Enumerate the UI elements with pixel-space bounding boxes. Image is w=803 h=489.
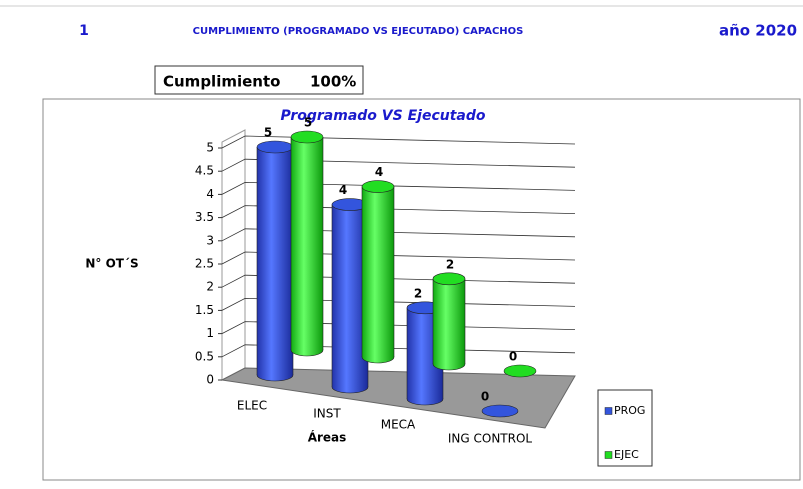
y-tick-label: 5 xyxy=(206,141,214,155)
data-label: 4 xyxy=(375,165,383,179)
bar xyxy=(432,272,466,371)
bar-body xyxy=(257,147,293,375)
y-tick-label: 1.5 xyxy=(195,303,214,317)
kpi-box xyxy=(154,65,364,95)
bar-body xyxy=(433,278,465,364)
bar-top xyxy=(503,364,537,378)
legend-swatch xyxy=(604,451,613,459)
bar-top xyxy=(481,404,519,418)
bar xyxy=(361,180,395,364)
sheet-title: CUMPLIMIENTO (PROGRAMADO VS EJECUTADO) C… xyxy=(193,26,524,37)
grid-line xyxy=(221,135,576,149)
bar xyxy=(256,140,294,382)
y-tick-label: 0 xyxy=(206,373,214,387)
bar xyxy=(503,364,537,378)
y-tick-label: 2.5 xyxy=(195,257,214,271)
data-label: 0 xyxy=(509,350,517,364)
legend-label: EJEC xyxy=(614,448,639,461)
y-tick-label: 1 xyxy=(206,326,214,340)
x-tick-label: ING CONTROL xyxy=(448,432,533,446)
grid-line xyxy=(221,158,576,172)
grid-line xyxy=(221,251,576,265)
y-tick-label: 4 xyxy=(206,187,214,201)
bar-top xyxy=(432,272,466,286)
data-label: 5 xyxy=(304,116,312,130)
grid-line xyxy=(221,228,576,242)
y-tick-label: 4.5 xyxy=(195,164,214,178)
y-tick-label: 3 xyxy=(206,233,214,247)
data-label: 2 xyxy=(414,286,422,300)
y-axis-title: N° OT´S xyxy=(85,257,138,271)
bar-top xyxy=(290,130,324,144)
side-wall xyxy=(221,129,246,381)
y-tick-label: 3.5 xyxy=(195,210,214,224)
y-tick-label: 2 xyxy=(206,280,214,294)
x-tick-label: INST xyxy=(313,407,341,421)
x-tick-label: ELEC xyxy=(237,399,267,413)
chart-title: Programado VS Ejecutado xyxy=(281,108,486,124)
bar-body xyxy=(362,186,394,357)
x-tick-label: MECA xyxy=(381,418,416,432)
data-label: 2 xyxy=(446,257,454,271)
bar-top xyxy=(256,140,294,154)
bar-body xyxy=(291,137,323,350)
bar xyxy=(290,130,324,357)
sheet-number: 1 xyxy=(79,23,89,39)
data-label: 0 xyxy=(481,390,489,404)
legend-label: PROG xyxy=(614,404,645,417)
data-label: 4 xyxy=(339,183,347,197)
x-axis-title: Áreas xyxy=(308,430,347,445)
bar-top xyxy=(361,180,395,193)
y-tick-label: 0.5 xyxy=(195,349,214,363)
legend-swatch xyxy=(604,407,613,415)
year: año 2020 xyxy=(719,22,797,40)
chart-area xyxy=(42,98,801,481)
grid-line xyxy=(221,181,576,195)
kpi-value: 100% xyxy=(310,73,356,91)
grid-line xyxy=(221,205,576,218)
data-label: 5 xyxy=(264,126,272,140)
bar xyxy=(481,404,519,418)
kpi-label: Cumplimiento xyxy=(163,73,280,91)
